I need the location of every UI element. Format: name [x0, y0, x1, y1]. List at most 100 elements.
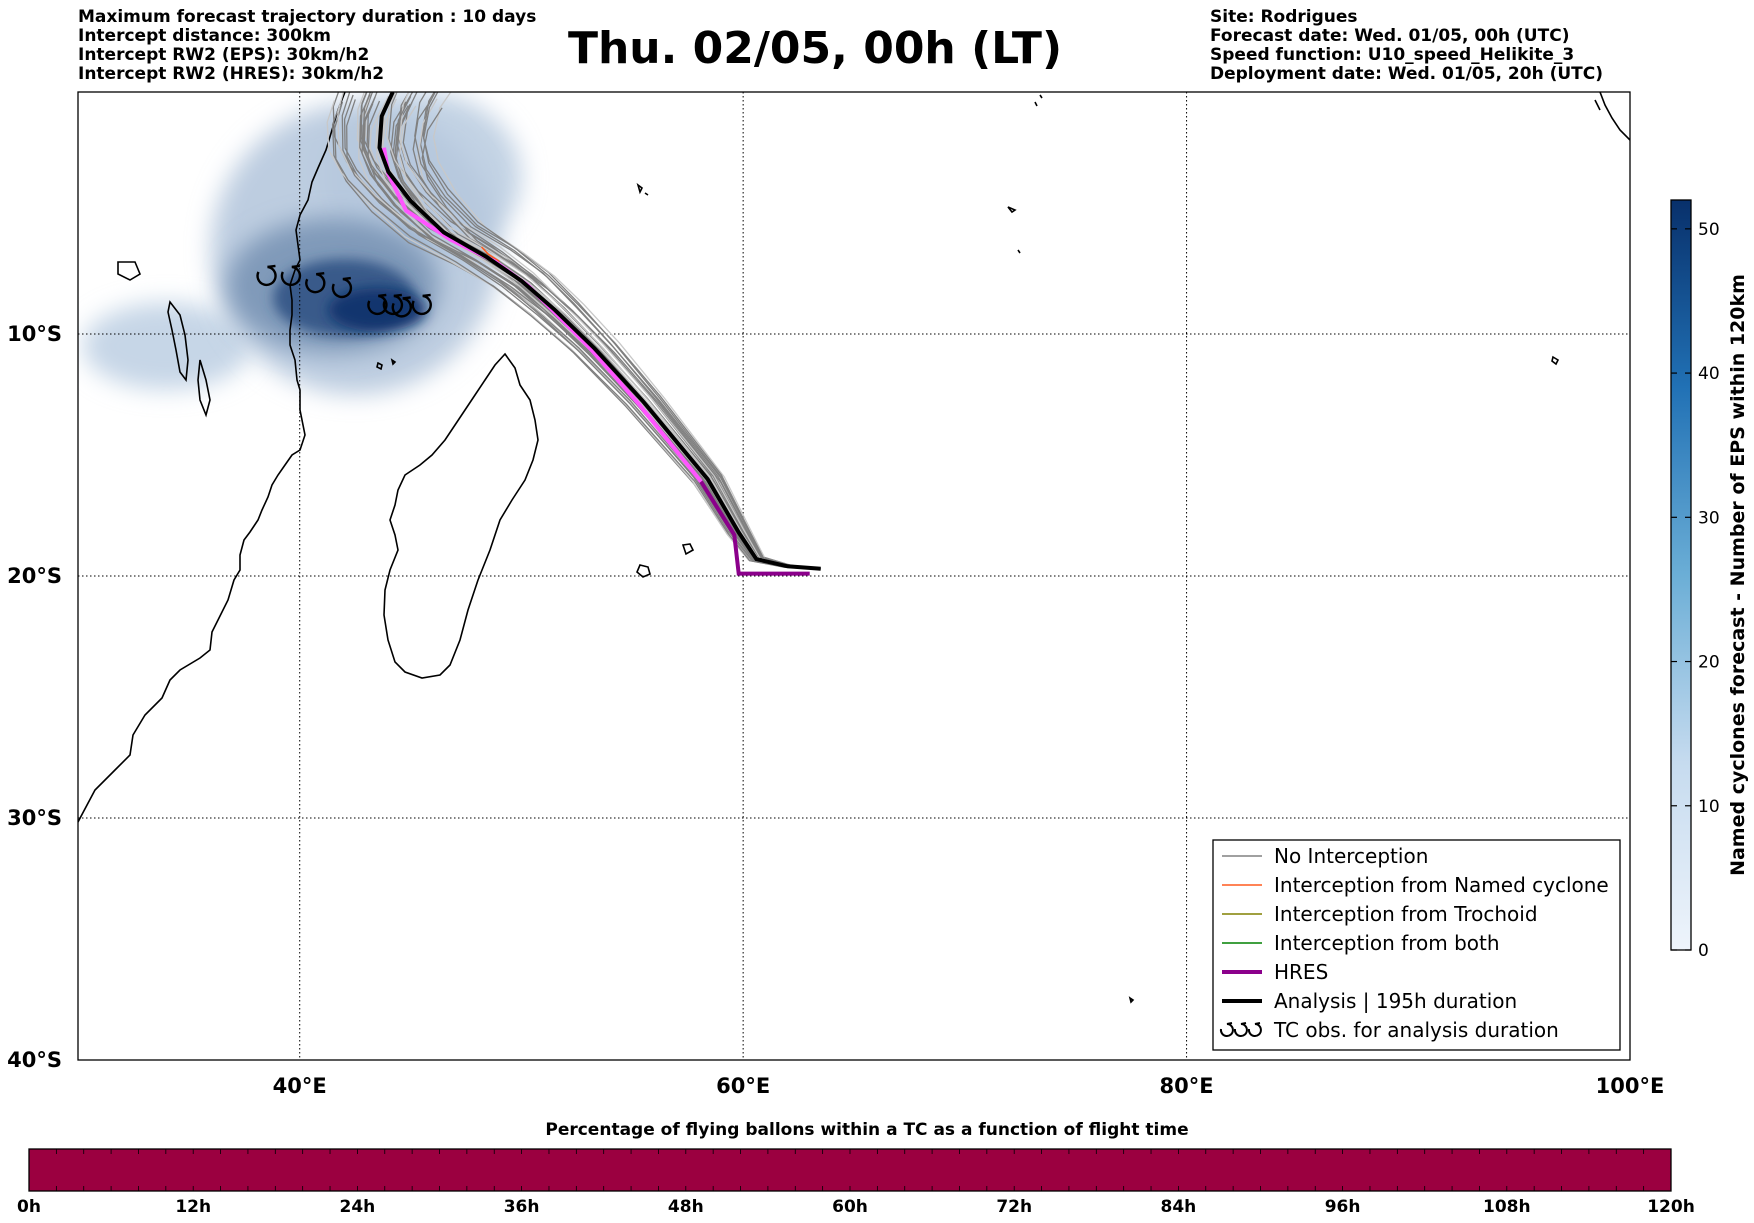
legend-label: TC obs. for analysis duration — [1273, 1018, 1559, 1042]
lon-tick-label: 100°E — [1596, 1074, 1665, 1098]
eps-trajectory-no-interception — [334, 101, 821, 570]
mauritius — [681, 543, 695, 556]
legend-item: Interception from both — [1222, 931, 1500, 955]
time-bar-label: 36h — [504, 1197, 540, 1217]
amsterdam-island — [1128, 996, 1135, 1004]
eps-trajectory-no-interception — [341, 92, 821, 570]
colorbar-tick-label: 50 — [1698, 220, 1720, 240]
time-bar-label: 108h — [1483, 1197, 1531, 1217]
tc-symbol-icon — [391, 296, 412, 318]
legend-label: Interception from Named cyclone — [1274, 873, 1609, 897]
lake-tanganyika — [167, 300, 189, 383]
header-line-speed-function: Speed function: U10_speed_Helikite_3 — [1210, 45, 1575, 65]
time-bar-label: 12h — [175, 1197, 211, 1217]
tc-symbol-icon — [411, 293, 432, 316]
header-line-deployment-date: Deployment date: Wed. 01/05, 20h (UTC) — [1210, 64, 1604, 84]
trajectory-interception-named-cyclone — [480, 246, 500, 263]
legend-box — [1212, 839, 1621, 1051]
time-bar-label: 24h — [340, 1197, 376, 1217]
trajectory-layer — [326, 92, 821, 576]
time-bar-label: 60h — [832, 1197, 868, 1217]
time-bar-title: Percentage of flying ballons within a TC… — [545, 1120, 1188, 1140]
reunion — [636, 564, 651, 578]
eps-trajectory-no-interception — [367, 100, 821, 570]
lon-tick-label: 80°E — [1160, 1074, 1214, 1098]
colorbar-tick-label: 10 — [1698, 797, 1720, 817]
time-bar-label: 84h — [1161, 1197, 1197, 1217]
map-frame — [77, 91, 1631, 1061]
tc-symbol-icon — [367, 293, 388, 316]
header-line-duration: Maximum forecast trajectory duration : 1… — [78, 7, 537, 27]
coastlines — [78, 92, 1630, 1004]
tc-symbol-icon — [305, 271, 326, 294]
analysis-track — [377, 92, 821, 571]
header-line-forecast-date: Forecast date: Wed. 01/05, 00h (UTC) — [1210, 26, 1570, 46]
tc-symbol-icon — [280, 264, 302, 287]
lon-tick-label: 40°E — [273, 1074, 327, 1098]
colorbar-tick-label: 40 — [1698, 364, 1720, 384]
hres-track-main — [699, 480, 810, 576]
africa-coastline — [78, 92, 346, 823]
header-info-right: Site: Rodrigues Forecast date: Wed. 01/0… — [1210, 8, 1603, 84]
lat-tick-label: 10°S — [7, 322, 62, 346]
legend-label: HRES — [1274, 960, 1328, 984]
map-area — [78, 92, 1630, 1060]
eps-density-area-0 — [82, 302, 251, 390]
lake-victoria — [117, 261, 142, 281]
sumatra-edge — [1594, 92, 1630, 141]
eps-trajectory-no-interception — [423, 92, 821, 570]
legend-item: Interception from Named cyclone — [1222, 873, 1609, 897]
seychelles — [636, 182, 649, 196]
cocos-islands — [1551, 355, 1560, 366]
legend-item: Interception from Trochoid — [1222, 902, 1538, 926]
colorbar-title: Named cyclones forecast - Number of EPS … — [1727, 274, 1749, 876]
time-bar-label: 96h — [1325, 1197, 1361, 1217]
axis-tick-labels: 10°S 20°S 30°S 40°S 40°E 60°E 80°E 100°E — [7, 322, 1664, 1098]
time-bar-label: 0h — [17, 1197, 41, 1217]
madagascar-coastline — [383, 352, 539, 679]
header-line-site: Site: Rodrigues — [1210, 7, 1358, 27]
legend-item: TC obs. for analysis duration — [1219, 1018, 1559, 1042]
colorbar-tick-label: 20 — [1698, 653, 1720, 673]
lat-tick-label: 20°S — [7, 564, 62, 588]
legend-label: Interception from Trochoid — [1274, 902, 1538, 926]
chagos — [1007, 206, 1021, 254]
legend-label: Interception from both — [1274, 931, 1500, 955]
maldives — [1034, 94, 1043, 107]
legend-item: Analysis | 195h duration — [1222, 989, 1517, 1013]
flight-time-bar: Percentage of flying ballons within a TC… — [17, 1120, 1695, 1217]
page-title: Thu. 02/05, 00h (LT) — [567, 23, 1063, 74]
eps-trajectory-no-interception — [396, 92, 821, 570]
time-bar-label: 72h — [996, 1197, 1032, 1217]
eps-trajectory-no-interception — [432, 92, 821, 570]
legend: No Interception Interception from Named c… — [1212, 839, 1621, 1051]
eps-trajectory-no-interception — [414, 92, 821, 570]
colorbar: 0 10 20 30 40 50 Named cyclones forecast - Nu… — [1670, 199, 1749, 961]
comoros — [376, 358, 397, 371]
time-bar-label: 48h — [668, 1197, 704, 1217]
eps-density-area-5 — [328, 288, 427, 332]
tc-symbol-icon — [331, 276, 353, 299]
legend-item: HRES — [1222, 960, 1328, 984]
eps-trajectory-no-interception — [361, 103, 821, 570]
lat-tick-label: 40°S — [7, 1048, 62, 1072]
colorbar-tick-label: 30 — [1698, 508, 1720, 528]
lat-tick-label: 30°S — [7, 806, 62, 830]
header-line-rw2-eps: Intercept RW2 (EPS): 30km/h2 — [78, 45, 370, 65]
time-bar-label: 120h — [1647, 1197, 1695, 1217]
time-bar-fill — [28, 1148, 1672, 1192]
legend-item: No Interception — [1222, 844, 1428, 868]
colorbar-gradient — [1670, 199, 1692, 951]
legend-label: Analysis | 195h duration — [1274, 989, 1517, 1013]
eps-trajectory-no-interception — [398, 92, 821, 570]
tc-symbol-icon — [256, 264, 277, 287]
tc-symbol-icon — [382, 293, 404, 316]
lon-tick-label: 60°E — [716, 1074, 770, 1098]
header-info-left: Maximum forecast trajectory duration : 1… — [78, 8, 536, 84]
legend-label: No Interception — [1274, 844, 1428, 868]
header-line-rw2-hres: Intercept RW2 (HRES): 30km/h2 — [78, 64, 385, 84]
tc-symbol-icon — [1219, 1022, 1262, 1037]
header-line-distance: Intercept distance: 300km — [78, 26, 331, 46]
colorbar-tick-label: 0 — [1698, 941, 1709, 961]
